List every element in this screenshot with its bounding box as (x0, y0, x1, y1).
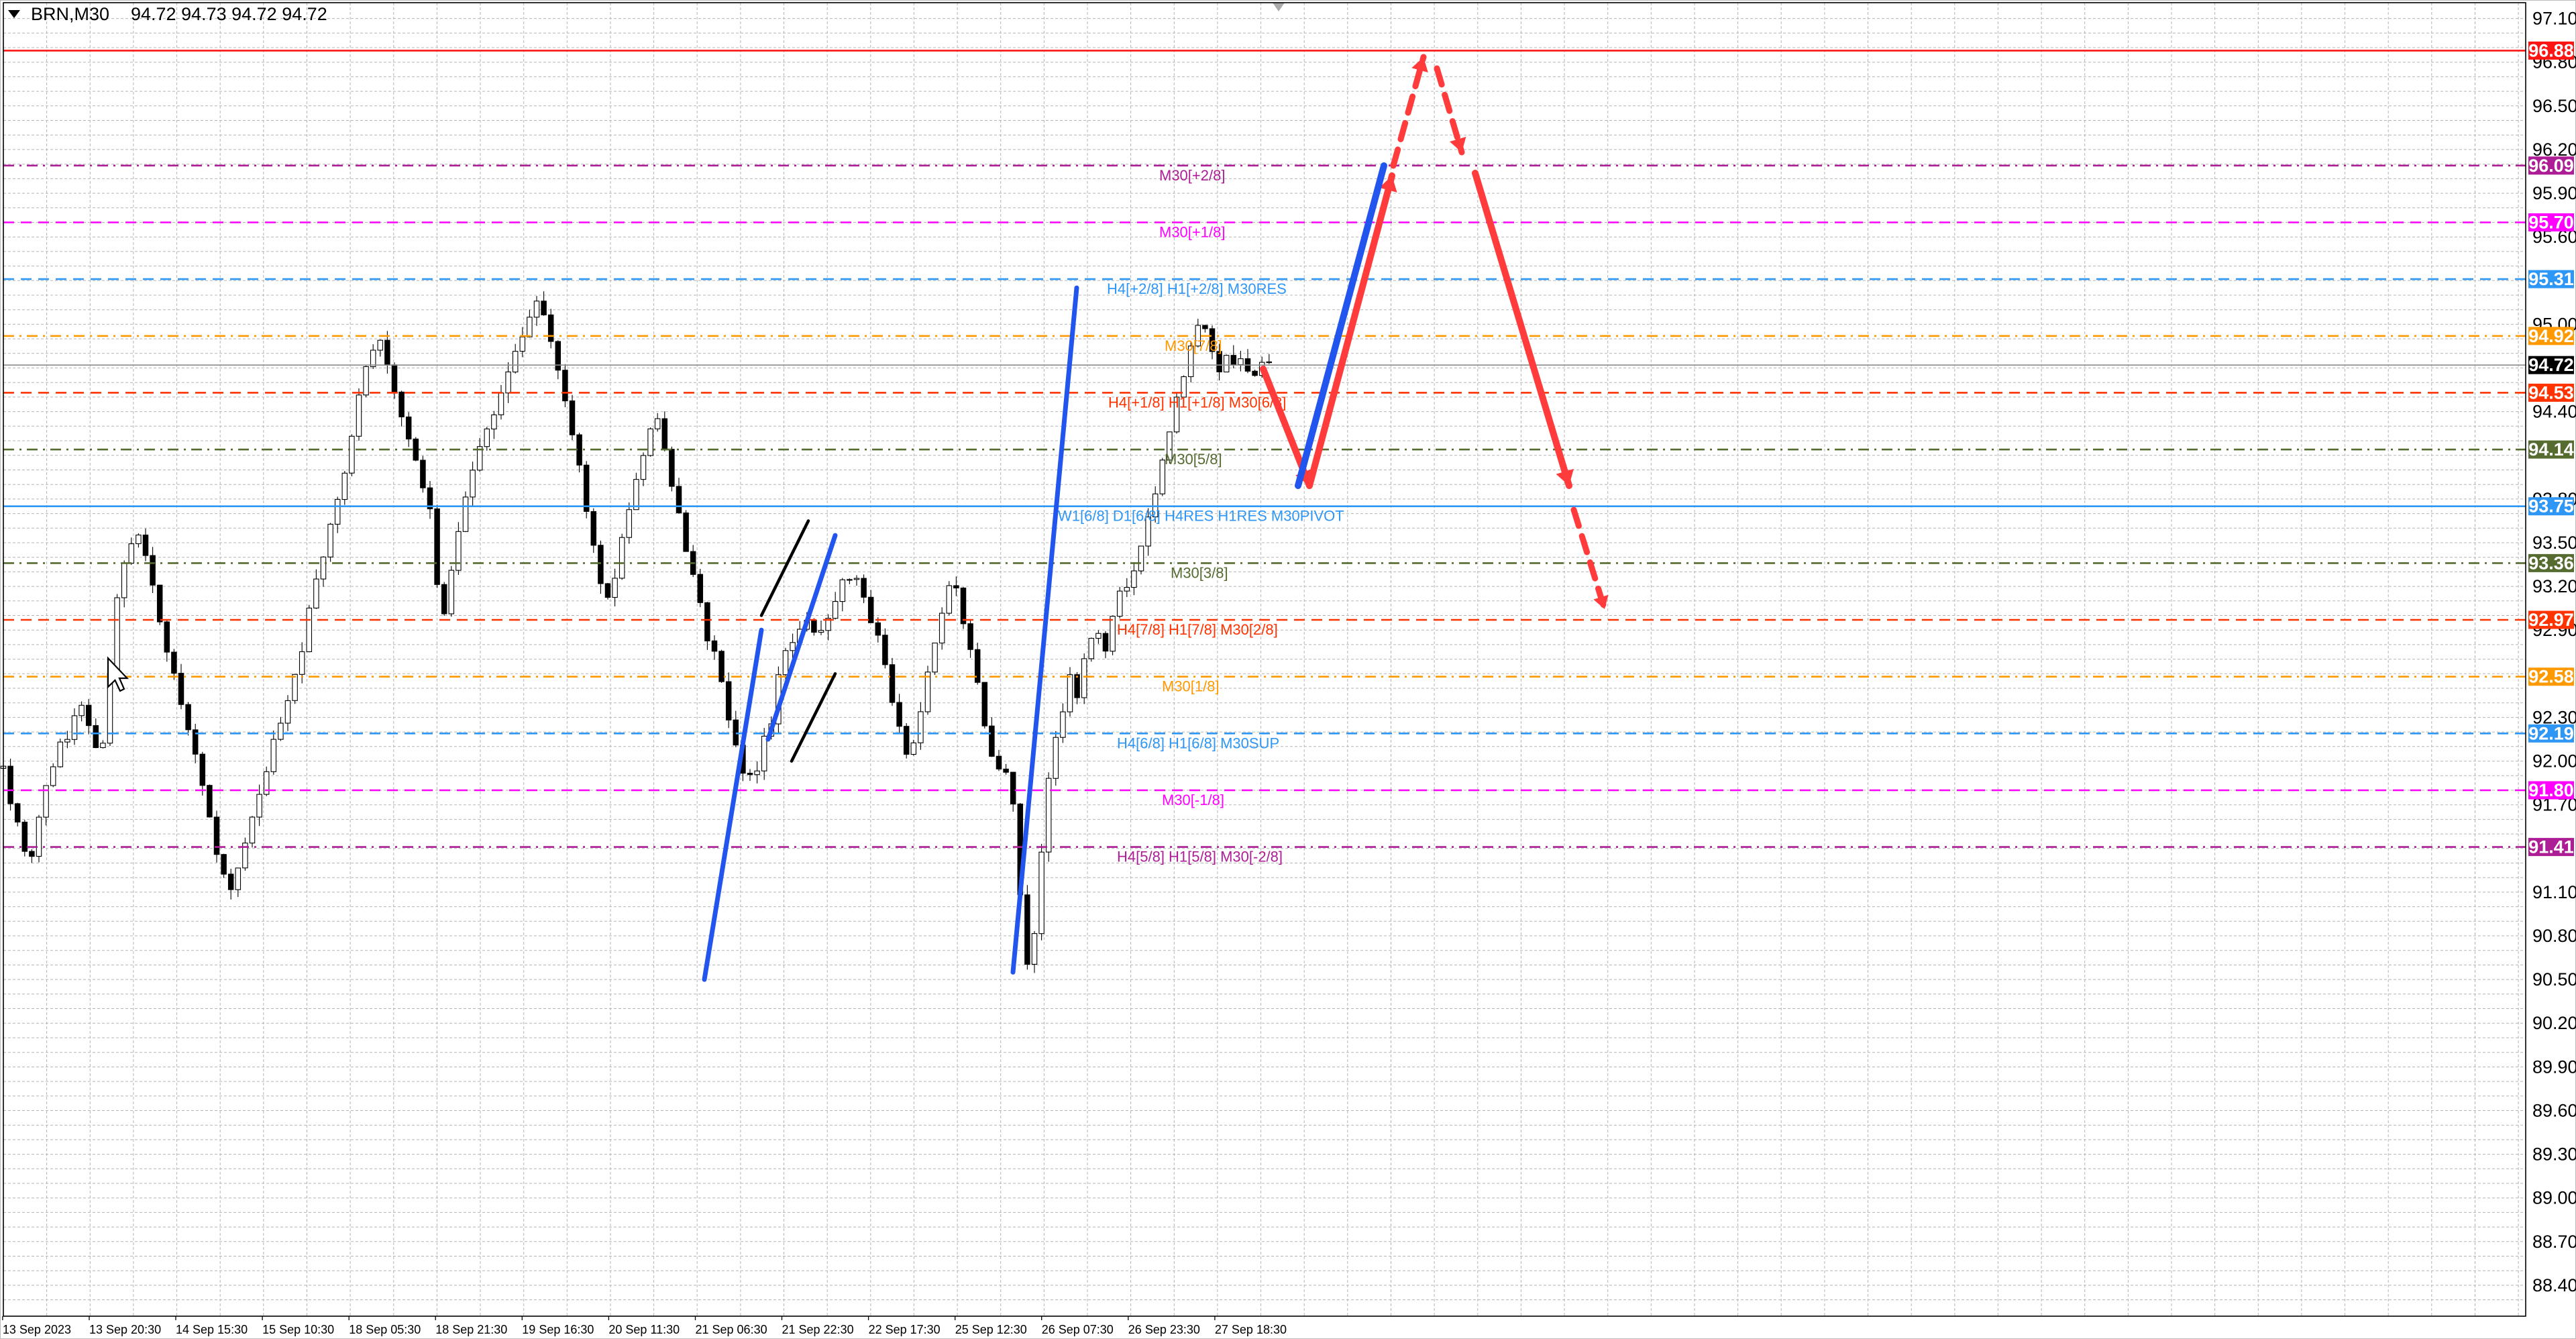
svg-text:90.80: 90.80 (2532, 926, 2576, 946)
svg-text:18 Sep 05:30: 18 Sep 05:30 (349, 1323, 421, 1336)
svg-text:95.90: 95.90 (2532, 183, 2576, 203)
svg-text:BRN,M30: BRN,M30 (31, 4, 109, 24)
svg-text:93.20: 93.20 (2532, 576, 2576, 596)
svg-text:M30[+2/8]: M30[+2/8] (1159, 167, 1225, 184)
svg-text:13 Sep 20:30: 13 Sep 20:30 (89, 1323, 161, 1336)
svg-text:93.36: 93.36 (2528, 553, 2574, 573)
svg-text:20 Sep 11:30: 20 Sep 11:30 (608, 1323, 680, 1336)
svg-text:M30[7/8]: M30[7/8] (1165, 337, 1222, 354)
svg-text:13 Sep 2023: 13 Sep 2023 (3, 1323, 71, 1336)
svg-text:M30[-1/8]: M30[-1/8] (1162, 792, 1224, 808)
svg-text:91.10: 91.10 (2532, 882, 2576, 902)
svg-text:21 Sep 06:30: 21 Sep 06:30 (696, 1323, 767, 1336)
svg-text:89.90: 89.90 (2532, 1057, 2576, 1077)
svg-text:94.72: 94.72 (2528, 355, 2574, 375)
svg-text:89.00: 89.00 (2532, 1188, 2576, 1208)
svg-text:M30[+1/8]: M30[+1/8] (1159, 224, 1225, 241)
svg-text:15 Sep 10:30: 15 Sep 10:30 (262, 1323, 334, 1336)
svg-text:H4[6/8] H1[6/8] M30SUP: H4[6/8] H1[6/8] M30SUP (1117, 735, 1279, 751)
svg-text:19 Sep 16:30: 19 Sep 16:30 (522, 1323, 594, 1336)
svg-text:96.09: 96.09 (2528, 156, 2574, 176)
svg-text:92.00: 92.00 (2532, 751, 2576, 771)
svg-text:M30[5/8]: M30[5/8] (1165, 451, 1222, 468)
svg-text:H4[5/8] H1[5/8] M30[-2/8]: H4[5/8] H1[5/8] M30[-2/8] (1117, 849, 1283, 865)
svg-text:94.72 94.73 94.72 94.72: 94.72 94.73 94.72 94.72 (131, 4, 327, 24)
svg-text:26 Sep 07:30: 26 Sep 07:30 (1042, 1323, 1114, 1336)
svg-text:M30[1/8]: M30[1/8] (1162, 678, 1220, 695)
svg-text:18 Sep 21:30: 18 Sep 21:30 (435, 1323, 507, 1336)
svg-text:97.10: 97.10 (2532, 9, 2576, 29)
svg-text:88.70: 88.70 (2532, 1232, 2576, 1252)
svg-text:96.88: 96.88 (2528, 40, 2574, 60)
svg-text:90.50: 90.50 (2532, 969, 2576, 989)
svg-text:95.31: 95.31 (2528, 269, 2574, 289)
svg-text:89.60: 89.60 (2532, 1101, 2576, 1121)
svg-text:95.70: 95.70 (2528, 213, 2574, 233)
svg-text:94.53: 94.53 (2528, 382, 2574, 403)
svg-text:93.75: 93.75 (2528, 496, 2574, 517)
svg-text:21 Sep 22:30: 21 Sep 22:30 (782, 1323, 854, 1336)
svg-text:22 Sep 17:30: 22 Sep 17:30 (869, 1323, 941, 1336)
svg-text:88.40: 88.40 (2532, 1275, 2576, 1295)
svg-text:92.58: 92.58 (2528, 667, 2574, 687)
svg-text:H4[+2/8] H1[+2/8] M30RES: H4[+2/8] H1[+2/8] M30RES (1107, 280, 1287, 297)
svg-text:26 Sep 23:30: 26 Sep 23:30 (1128, 1323, 1200, 1336)
svg-text:25 Sep 12:30: 25 Sep 12:30 (955, 1323, 1027, 1336)
svg-text:90.20: 90.20 (2532, 1013, 2576, 1033)
svg-text:H4[+1/8] H1[+1/8] M30[6/8]: H4[+1/8] H1[+1/8] M30[6/8] (1108, 394, 1286, 411)
svg-text:H4[7/8] H1[7/8] M30[2/8]: H4[7/8] H1[7/8] M30[2/8] (1117, 621, 1278, 638)
svg-text:89.30: 89.30 (2532, 1144, 2576, 1165)
svg-text:M30[3/8]: M30[3/8] (1171, 564, 1228, 581)
svg-text:92.19: 92.19 (2528, 723, 2574, 743)
svg-text:96.50: 96.50 (2532, 96, 2576, 116)
svg-text:14 Sep 15:30: 14 Sep 15:30 (176, 1323, 248, 1336)
svg-text:94.92: 94.92 (2528, 326, 2574, 346)
svg-text:91.80: 91.80 (2528, 780, 2574, 800)
svg-text:94.40: 94.40 (2532, 402, 2576, 422)
svg-text:91.41: 91.41 (2528, 837, 2574, 857)
svg-text:93.50: 93.50 (2532, 533, 2576, 553)
svg-text:W1[6/8] D1[6/8] H4RES H1RES M3: W1[6/8] D1[6/8] H4RES H1RES M30PIVOT (1058, 508, 1344, 525)
svg-text:27 Sep 18:30: 27 Sep 18:30 (1215, 1323, 1287, 1336)
svg-text:94.14: 94.14 (2528, 439, 2574, 460)
svg-text:92.97: 92.97 (2528, 610, 2574, 630)
